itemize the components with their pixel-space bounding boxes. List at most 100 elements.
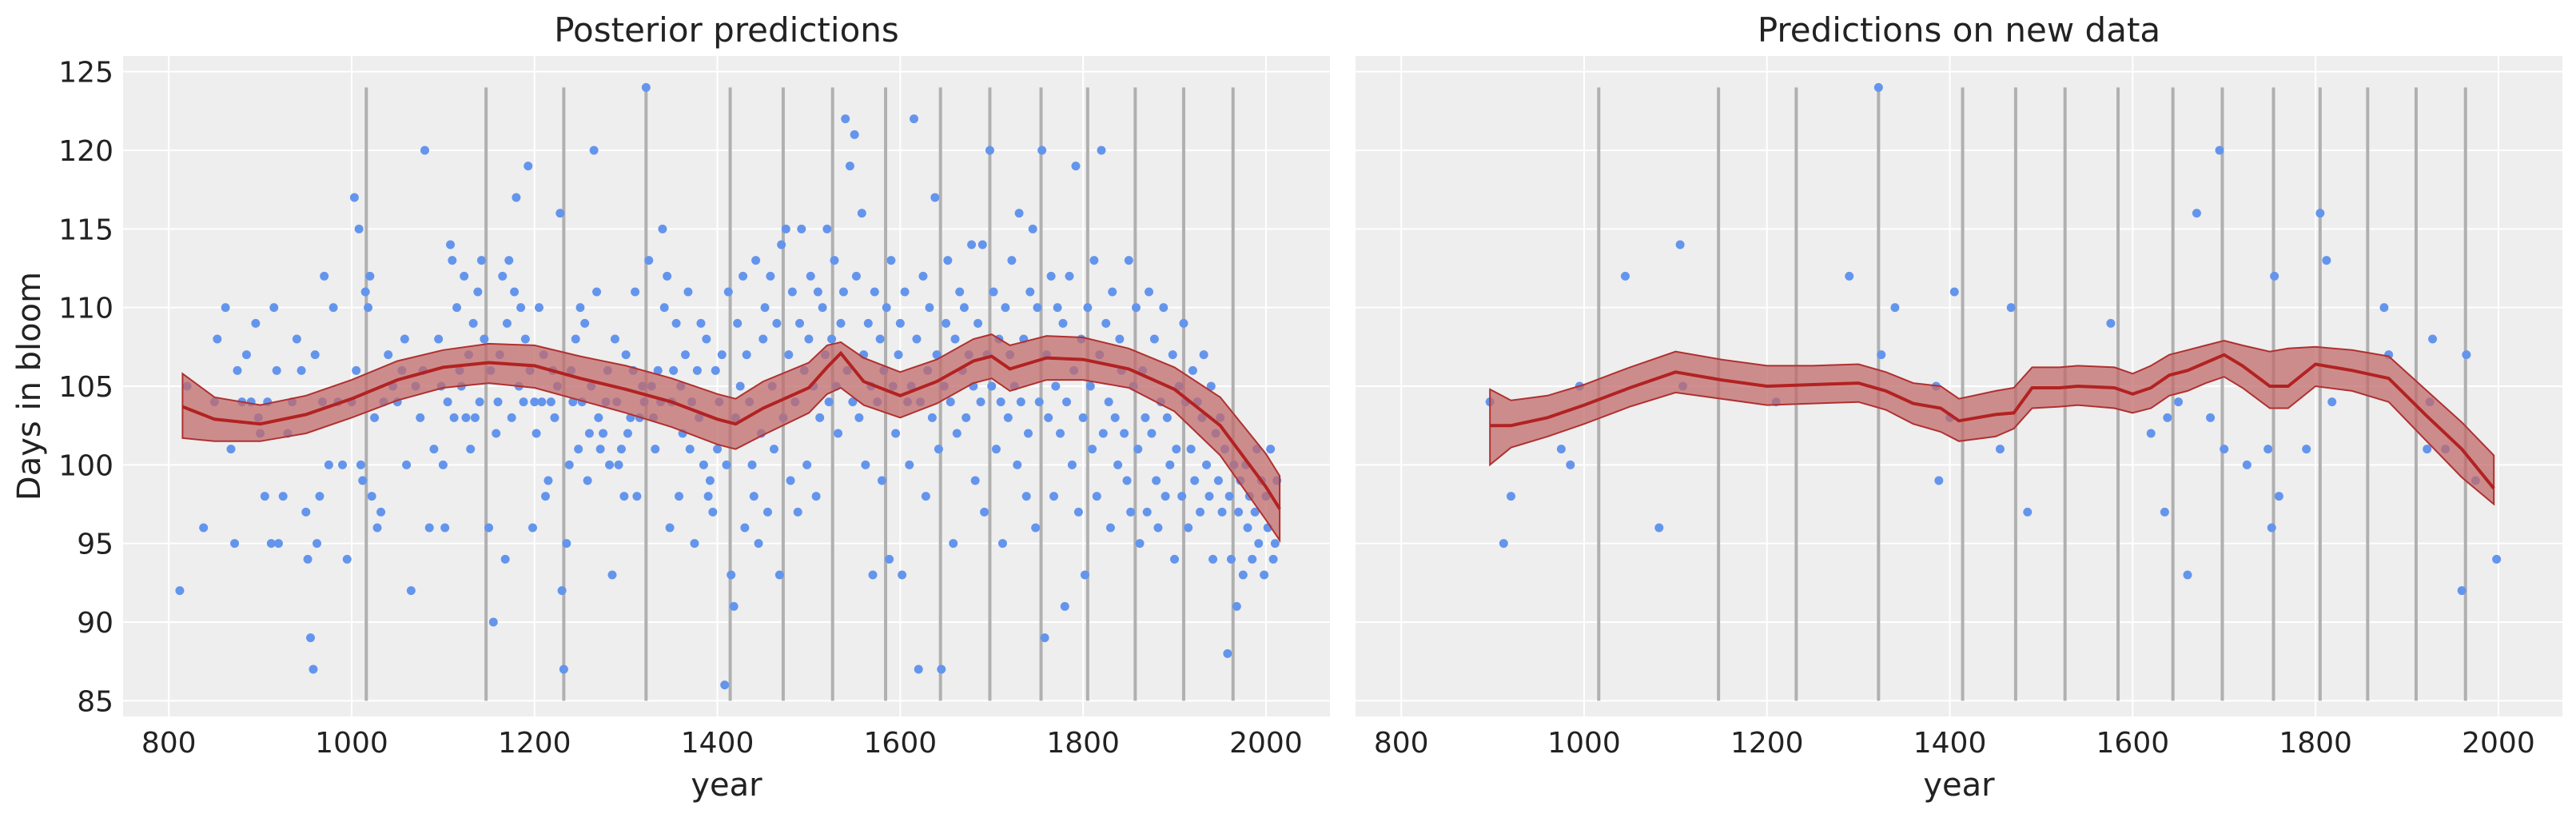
data-point <box>1250 507 1260 517</box>
data-point <box>470 413 480 422</box>
data-point <box>659 303 669 313</box>
data-point <box>2192 209 2201 218</box>
data-point <box>1873 82 1883 92</box>
data-point <box>272 365 281 375</box>
data-point <box>914 664 923 674</box>
data-point <box>774 570 784 580</box>
x-tick-label: 1600 <box>864 727 938 760</box>
data-point <box>811 492 821 501</box>
data-point <box>631 287 640 297</box>
y-tick-labels: 85 90 95 100 105 110 115 120 125 <box>58 57 113 719</box>
data-point <box>1097 146 1106 155</box>
data-point <box>492 429 501 438</box>
data-point <box>959 303 969 313</box>
data-point <box>592 287 602 297</box>
data-point <box>1141 413 1150 422</box>
data-point <box>818 303 827 313</box>
data-point <box>950 334 960 344</box>
data-point <box>473 287 483 297</box>
data-point <box>1223 648 1232 658</box>
data-point <box>1199 350 1208 360</box>
data-point <box>1080 570 1089 580</box>
data-point <box>2183 570 2192 580</box>
data-point <box>303 554 313 564</box>
data-point <box>733 318 743 328</box>
data-point <box>1025 287 1035 297</box>
data-point <box>1040 633 1049 643</box>
data-point <box>1184 523 1193 533</box>
data-point <box>449 413 459 422</box>
data-point <box>850 130 859 139</box>
data-point <box>943 256 953 265</box>
data-point <box>301 507 311 517</box>
data-point <box>2457 586 2467 596</box>
data-point <box>510 287 520 297</box>
data-point <box>400 334 409 344</box>
hdi-band <box>181 333 1281 543</box>
data-point <box>420 146 429 155</box>
data-point <box>534 303 543 313</box>
data-point <box>557 586 567 596</box>
data-point <box>980 507 989 517</box>
x-tick-label: 1800 <box>2279 727 2352 760</box>
data-point <box>1122 476 1132 485</box>
data-point <box>692 365 702 375</box>
data-point <box>813 287 822 297</box>
data-point <box>516 303 526 313</box>
data-point <box>1845 271 1854 281</box>
data-point <box>703 492 713 501</box>
data-point <box>520 334 530 344</box>
data-point <box>1177 492 1187 501</box>
data-point <box>671 318 681 328</box>
data-point <box>1149 334 1159 344</box>
data-point <box>751 256 761 265</box>
data-point <box>614 460 623 469</box>
data-point <box>1934 476 1944 485</box>
data-point <box>365 271 375 281</box>
data-point <box>838 287 848 297</box>
data-point <box>2302 445 2311 454</box>
data-point <box>493 397 503 407</box>
data-point <box>1120 429 1129 438</box>
data-point <box>599 429 608 438</box>
data-point <box>530 397 539 407</box>
data-point <box>213 334 222 344</box>
data-point <box>991 445 1001 454</box>
data-point <box>987 381 997 391</box>
data-point <box>681 350 691 360</box>
data-point <box>315 492 324 501</box>
data-point <box>2462 350 2471 360</box>
data-point <box>550 413 559 422</box>
data-point <box>1270 539 1280 549</box>
data-point <box>338 460 348 469</box>
data-point <box>402 460 412 469</box>
data-point <box>769 445 778 454</box>
data-point <box>512 193 521 202</box>
data-point <box>918 271 928 281</box>
x-tick-label: 800 <box>141 727 197 760</box>
data-point <box>1186 445 1196 454</box>
data-point <box>528 523 537 533</box>
data-point <box>1266 445 1276 454</box>
mean-line <box>181 350 1281 510</box>
data-point <box>841 114 850 124</box>
data-point <box>2270 271 2279 281</box>
data-point <box>480 334 489 344</box>
data-point <box>772 318 782 328</box>
data-point <box>1620 271 1630 281</box>
data-point <box>2379 303 2389 313</box>
data-point <box>1179 318 1188 328</box>
data-point <box>749 492 758 501</box>
data-point <box>784 350 794 360</box>
data-point <box>416 413 425 422</box>
data-point <box>1051 381 1061 391</box>
data-point <box>507 413 516 422</box>
data-point <box>1556 445 1566 454</box>
data-point <box>429 445 439 454</box>
data-point <box>762 507 772 517</box>
data-point <box>1007 256 1017 265</box>
data-point <box>875 334 885 344</box>
data-point <box>905 460 914 469</box>
x-tick-label: 1200 <box>498 727 571 760</box>
data-point <box>1108 287 1117 297</box>
